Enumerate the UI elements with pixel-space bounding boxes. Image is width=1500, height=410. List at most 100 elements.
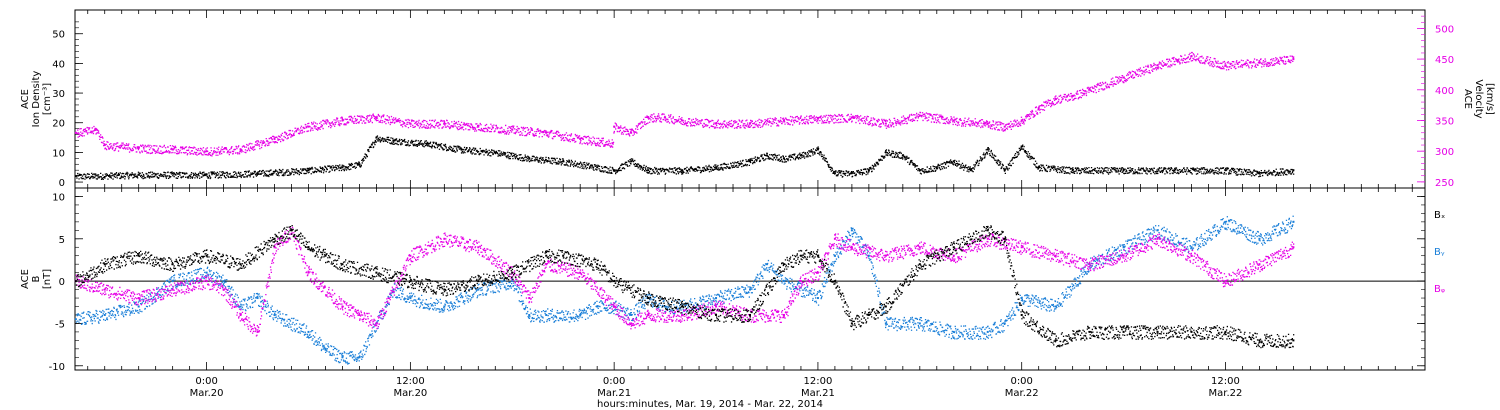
b-z-point xyxy=(443,237,446,240)
velocity-y-tick-label: 300 xyxy=(1435,147,1454,158)
velocity-point xyxy=(816,117,819,120)
b-x-point xyxy=(375,271,378,274)
velocity-y-tick-label: 450 xyxy=(1435,55,1454,66)
b-x-point xyxy=(782,263,785,266)
ion-density-point xyxy=(850,172,853,175)
x-tick-time-label: 12:00 xyxy=(1211,376,1240,387)
b-y-point xyxy=(341,356,344,359)
b-z-point xyxy=(273,246,276,249)
x-tick-time-label: 0:00 xyxy=(195,376,217,387)
ion-density-point xyxy=(205,173,208,176)
b-x-point xyxy=(103,263,106,266)
b-z-point xyxy=(630,322,633,325)
b-z-point xyxy=(239,313,242,316)
b-y-point xyxy=(1003,322,1006,325)
x-tick-date-label: Mar.22 xyxy=(1005,388,1039,399)
b-z-point xyxy=(409,254,412,257)
b-z-point xyxy=(918,246,921,249)
b-x-point xyxy=(1156,330,1159,333)
velocity-point xyxy=(1003,125,1006,128)
b-y-point xyxy=(850,229,853,232)
velocity-point xyxy=(613,125,616,128)
b-y-point xyxy=(409,297,412,300)
b-x-point xyxy=(1292,339,1295,342)
b-x-point xyxy=(596,263,599,266)
b-z-point xyxy=(222,288,225,291)
x-tick-time-label: 0:00 xyxy=(603,376,625,387)
x-tick-time-label: 0:00 xyxy=(1010,376,1032,387)
b-y-point xyxy=(307,330,310,333)
b-axis-title: [nT] xyxy=(42,269,53,289)
velocity-point xyxy=(1122,76,1125,79)
velocity-point xyxy=(850,116,853,119)
b-y-tick-label: -5 xyxy=(55,319,65,330)
ion-density-point xyxy=(969,169,972,172)
ion-density-point xyxy=(1258,172,1261,175)
b-x-point xyxy=(867,313,870,316)
density-y-tick-label: 0 xyxy=(59,178,65,189)
density-y-tick-label: 30 xyxy=(52,89,65,100)
velocity-point xyxy=(1054,98,1057,100)
velocity-trace xyxy=(75,51,1295,157)
b-y-point xyxy=(1122,246,1125,249)
b-z-point xyxy=(307,271,310,274)
b-z-point xyxy=(528,297,531,300)
b-z-point xyxy=(833,237,836,240)
ion-density-point xyxy=(816,148,819,151)
velocity-point xyxy=(273,137,276,140)
b-x-point xyxy=(1054,339,1057,342)
b-y-point xyxy=(884,322,887,325)
velocity-point xyxy=(611,142,614,145)
b-x-point xyxy=(918,263,921,266)
b-y-point xyxy=(205,271,208,274)
x-tick-date-label: Mar.20 xyxy=(393,388,427,399)
b-x-point xyxy=(715,313,718,316)
b-legend-entry: Bₓ xyxy=(1434,210,1445,221)
b-x-point xyxy=(137,254,140,257)
b-z-point xyxy=(1054,254,1057,257)
b-y-point xyxy=(137,305,140,308)
b-z-point xyxy=(358,313,361,316)
b-y-tick-label: 0 xyxy=(59,277,65,288)
b-y-point xyxy=(715,297,718,300)
ion-density-point xyxy=(528,157,531,160)
x-tick-date-label: Mar.21 xyxy=(597,388,631,399)
b-y-point xyxy=(952,330,955,333)
b-z-point xyxy=(1258,263,1261,266)
x-tick-time-label: 12:00 xyxy=(804,376,833,387)
velocity-point xyxy=(341,119,344,122)
ion-density-point xyxy=(1122,169,1125,172)
b-z-point xyxy=(681,313,684,316)
ion-density-point xyxy=(358,163,361,166)
b-x-point xyxy=(74,280,77,283)
density-axis-title: Ion Density xyxy=(31,71,42,128)
ion-density-point xyxy=(986,148,989,151)
velocity-axis-title: [km/s] xyxy=(1484,83,1495,115)
density-y-tick-label: 10 xyxy=(52,148,65,159)
b-z-point xyxy=(256,330,259,333)
b-z-point xyxy=(952,254,955,257)
x-tick-date-label: Mar.22 xyxy=(1209,388,1243,399)
b-x-point xyxy=(545,254,548,257)
b-x-point xyxy=(681,305,684,308)
b-z-point xyxy=(103,288,106,291)
velocity-y-tick-label: 500 xyxy=(1435,24,1454,35)
x-tick-date-label: Mar.21 xyxy=(801,388,835,399)
b-x-point xyxy=(749,313,751,316)
b-z-point xyxy=(850,246,853,249)
b-x-point xyxy=(273,237,276,240)
b-y-tick-label: -10 xyxy=(49,362,65,373)
velocity-point xyxy=(477,125,480,128)
velocity-y-tick-label: 350 xyxy=(1435,116,1454,127)
b-y-point xyxy=(171,280,174,283)
ion-density-point xyxy=(630,160,633,163)
b-y-point xyxy=(392,288,395,291)
x-axis-title: hours:minutes, Mar. 19, 2014 - Mar. 22, … xyxy=(597,399,823,410)
b-x-point xyxy=(290,229,293,232)
b-y-point xyxy=(1224,220,1227,223)
velocity-axis-title: Velocity xyxy=(1473,79,1484,118)
b-x-trace xyxy=(75,225,1295,349)
ion-density-point xyxy=(681,169,684,172)
b-x-point xyxy=(205,254,208,257)
